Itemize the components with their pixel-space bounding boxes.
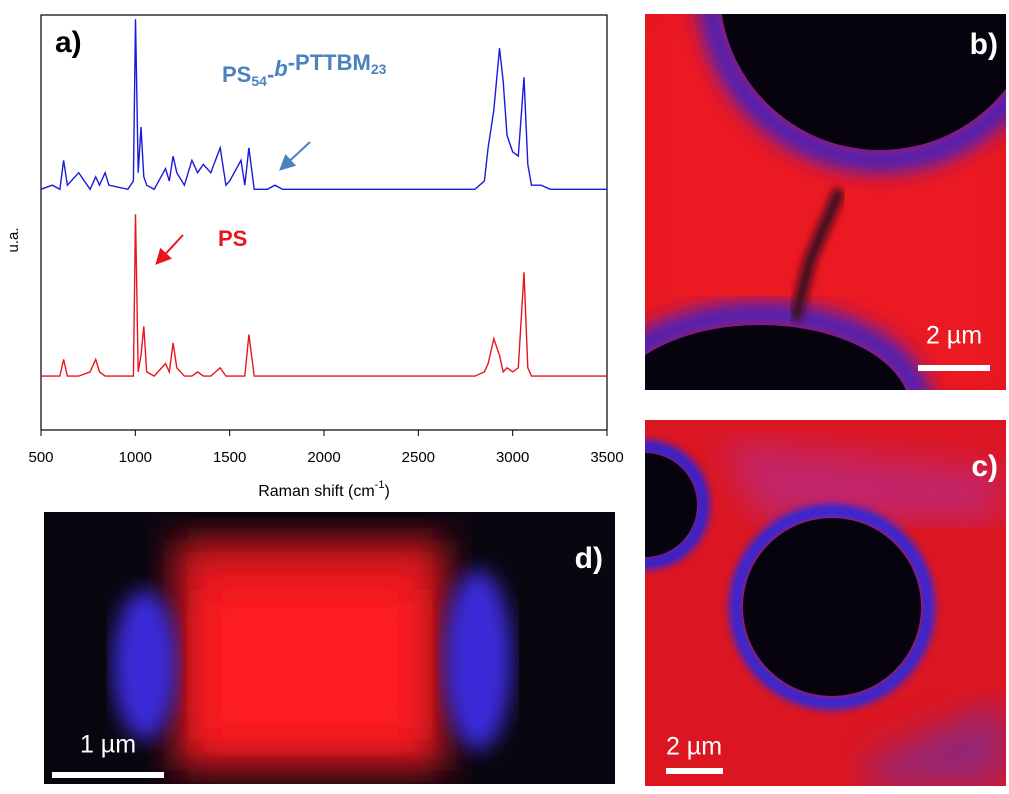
x-tick-label: 3500: [590, 449, 623, 466]
x-tick-label: 2500: [402, 449, 435, 466]
arrow: [279, 141, 311, 171]
panel-label: a): [55, 26, 82, 59]
series-label-part: PS: [218, 226, 247, 251]
x-tick-label: 500: [28, 449, 53, 466]
x-tick-label: 1000: [119, 449, 152, 466]
series-label-part: b: [274, 56, 287, 81]
scale-bar: [918, 365, 990, 371]
x-axis-label-part: -1: [375, 479, 385, 491]
arrow: [155, 234, 184, 265]
scale-bar: [52, 772, 164, 778]
x-tick-label: 2000: [307, 449, 340, 466]
x-axis-label-part: Raman shift (cm: [258, 483, 374, 500]
micrograph-d: [44, 512, 615, 784]
scale-label: 2 µm: [926, 322, 982, 350]
series-label-part: -PTTBM: [288, 50, 371, 75]
panel-label: b): [970, 28, 998, 61]
panel-label: c): [971, 450, 998, 483]
spectrum-line: [41, 214, 607, 377]
series-label-part: 23: [371, 61, 387, 77]
series-label-part: PS: [222, 62, 251, 87]
panel-label: d): [575, 542, 603, 575]
x-axis-label: Raman shift (cm-1): [258, 479, 390, 500]
micrograph-c: [645, 420, 1006, 786]
x-tick-label: 1500: [213, 449, 246, 466]
x-tick-label: 3000: [496, 449, 529, 466]
x-axis-label-part: ): [384, 483, 389, 500]
series-label-part: 54: [251, 73, 267, 89]
series-label: PS: [218, 226, 247, 251]
spectrum-line: [40, 19, 607, 191]
y-axis-label: u.a.: [5, 227, 22, 252]
scale-label: 2 µm: [666, 733, 722, 761]
series-label: PS54-b-PTTBM23: [222, 50, 387, 89]
series-label-part: -: [267, 62, 274, 87]
micrograph-b: [645, 14, 1006, 390]
scale-label: 1 µm: [80, 731, 136, 759]
plot-frame: [40, 14, 608, 431]
scale-bar: [666, 768, 723, 774]
